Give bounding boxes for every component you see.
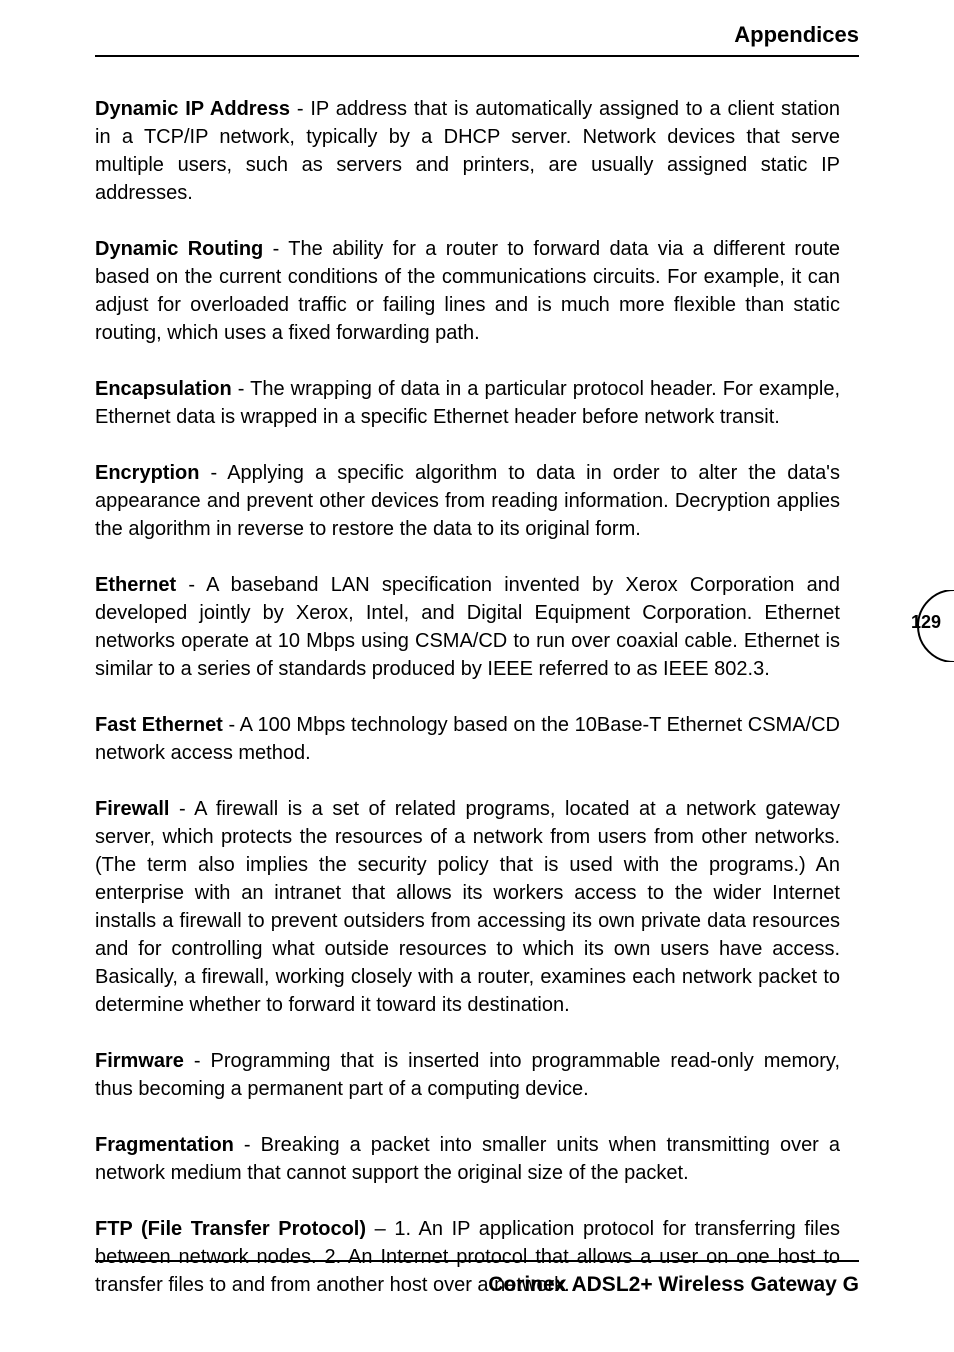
glossary-sep: -	[263, 238, 288, 260]
glossary-term: FTP (File Transfer Protocol)	[95, 1218, 366, 1240]
glossary-term: Ethernet	[95, 574, 176, 596]
glossary-term: Dynamic Routing	[95, 238, 263, 260]
glossary-entry: Dynamic IP Address - IP address that is …	[95, 95, 840, 207]
glossary-sep: -	[232, 378, 250, 400]
glossary-term: Fast Ethernet	[95, 714, 223, 736]
page-number: 129	[911, 612, 941, 633]
glossary-content: Dynamic IP Address - IP address that is …	[95, 95, 840, 1327]
glossary-term: Dynamic IP Address	[95, 98, 290, 120]
page: Appendices Dynamic IP Address - IP addre…	[0, 0, 954, 1352]
glossary-def: A firewall is a set of related programs,…	[95, 798, 840, 1016]
glossary-entry: Dynamic Routing - The ability for a rout…	[95, 235, 840, 347]
glossary-sep: -	[223, 714, 240, 736]
glossary-entry: Ethernet - A baseband LAN specification …	[95, 571, 840, 683]
glossary-entry: Fast Ethernet - A 100 Mbps technology ba…	[95, 711, 840, 767]
glossary-sep: -	[199, 462, 227, 484]
glossary-sep: -	[176, 574, 206, 596]
glossary-entry: Encapsulation - The wrapping of data in …	[95, 375, 840, 431]
header-title: Appendices	[734, 22, 859, 48]
footer-text: Corinex ADSL2+ Wireless Gateway G	[488, 1273, 859, 1297]
glossary-sep: –	[366, 1218, 394, 1240]
glossary-term: Fragmentation	[95, 1134, 234, 1156]
glossary-sep: -	[169, 798, 194, 820]
glossary-entry: Firmware - Programming that is inserted …	[95, 1047, 840, 1103]
glossary-entry: Encryption - Applying a specific algorit…	[95, 459, 840, 543]
glossary-sep: -	[184, 1050, 211, 1072]
header-rule	[95, 55, 859, 57]
glossary-entry: Firewall - A firewall is a set of relate…	[95, 795, 840, 1019]
glossary-sep: -	[290, 98, 310, 120]
glossary-entry: Fragmentation - Breaking a packet into s…	[95, 1131, 840, 1187]
glossary-def: A baseband LAN specification invented by…	[95, 574, 840, 680]
glossary-term: Firewall	[95, 798, 169, 820]
glossary-term: Encryption	[95, 462, 199, 484]
glossary-term: Firmware	[95, 1050, 184, 1072]
glossary-sep: -	[234, 1134, 261, 1156]
footer-rule	[95, 1260, 859, 1262]
glossary-term: Encapsulation	[95, 378, 232, 400]
